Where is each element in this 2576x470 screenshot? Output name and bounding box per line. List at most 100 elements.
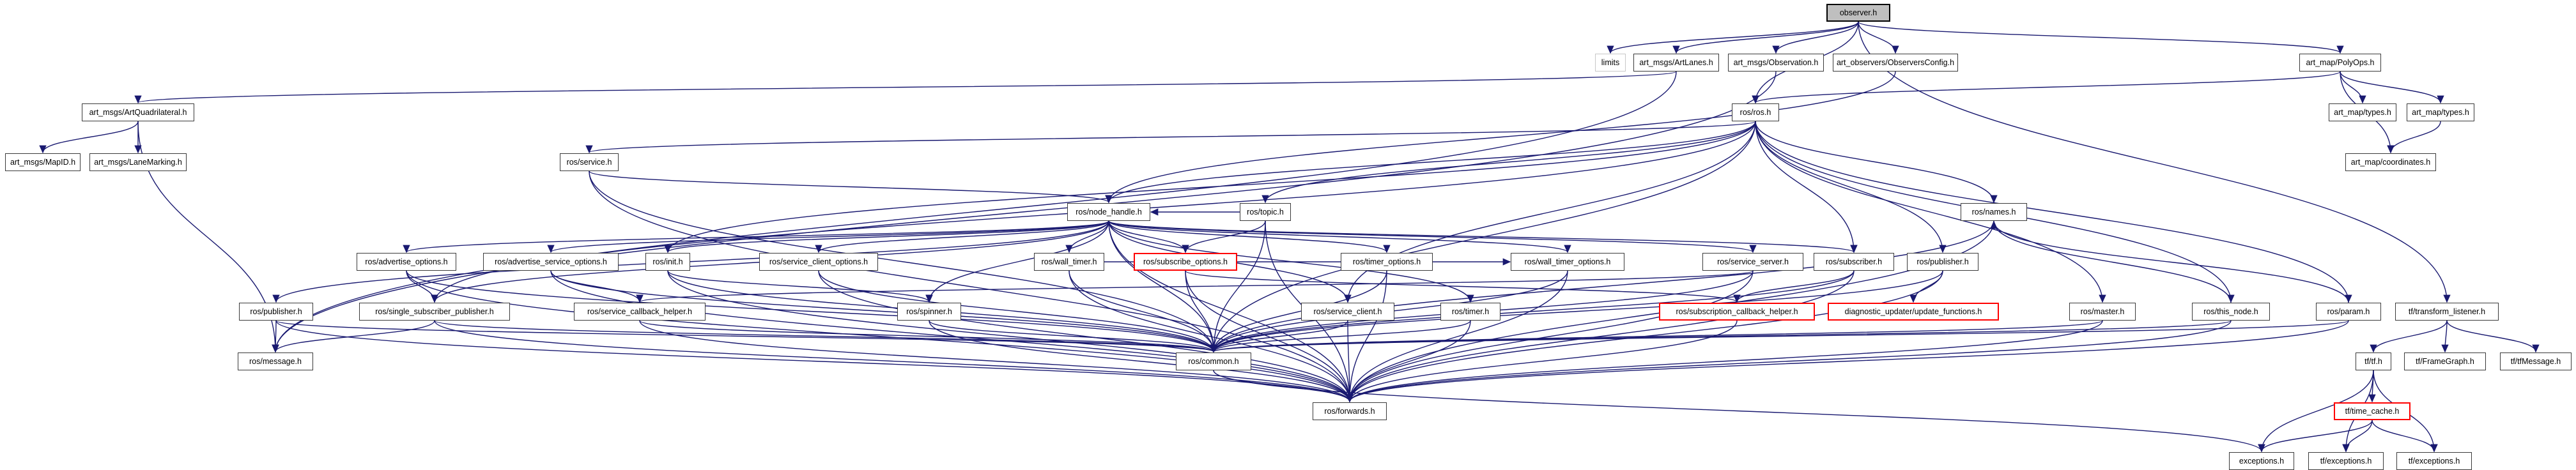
node-timer[interactable]: ros/timer.h xyxy=(1440,303,1500,321)
node-topic[interactable]: ros/topic.h xyxy=(1240,203,1291,221)
edge-time_cache-to-tf_exceptions2 xyxy=(2372,420,2438,453)
node-exceptions[interactable]: exceptions.h xyxy=(2229,452,2294,470)
node-this_node[interactable]: ros/this_node.h xyxy=(2192,303,2270,321)
node-message[interactable]: ros/message.h xyxy=(238,352,313,370)
edge-rosh-to-init xyxy=(664,121,1756,254)
edge-node_handle-to-publisher6 xyxy=(272,220,1109,303)
node-node_handle[interactable]: ros/node_handle.h xyxy=(1067,203,1150,221)
edge-node_handle-to-common xyxy=(1108,220,1217,353)
node-types1[interactable]: art_map/types.h xyxy=(2329,103,2396,121)
edge-spinner-to-common xyxy=(929,320,1217,353)
node-wall_timer_opts[interactable]: ros/wall_timer_options.h xyxy=(1511,253,1624,271)
edge-time_cache-to-tf_exceptions1 xyxy=(2342,420,2373,453)
edge-adv_opts-to-ssp xyxy=(406,270,438,303)
node-subscriber[interactable]: ros/subscriber.h xyxy=(1814,253,1894,271)
node-tf_exceptions2[interactable]: tf/exceptions.h xyxy=(2396,452,2472,470)
edge-rosh-to-master xyxy=(1755,121,2106,303)
node-sub_cb_helper[interactable]: ros/subscription_callback_helper.h xyxy=(1659,303,1815,321)
node-upd_fns[interactable]: diagnostic_updater/update_functions.h xyxy=(1828,303,1999,321)
edge-wall_timer-to-forwards xyxy=(1068,270,1354,403)
edge-common-to-exceptions xyxy=(1213,370,2265,453)
edge-publisher5-to-common xyxy=(1210,270,1943,353)
edge-srv_server-to-scb_helper xyxy=(636,270,1754,303)
node-init[interactable]: ros/init.h xyxy=(645,253,690,271)
node-tfmessage[interactable]: tf/tfMessage.h xyxy=(2500,352,2572,370)
edge-node_handle-to-srv_cli_opts xyxy=(815,220,1109,254)
edge-observer-to-polyops xyxy=(1858,21,2344,54)
edge-node_handle-to-srv_server xyxy=(1108,220,1757,254)
edge-tf_listener-to-tftf xyxy=(2370,320,2448,353)
edge-rosh-to-subscriber xyxy=(1755,121,1858,254)
node-param[interactable]: ros/param.h xyxy=(2316,303,2381,321)
node-publisher6[interactable]: ros/publisher.h xyxy=(239,303,313,321)
node-master[interactable]: ros/master.h xyxy=(2069,303,2136,321)
edge-this_node-to-common xyxy=(1210,320,2232,353)
edge-publisher5-to-upd_fns xyxy=(1909,270,1943,303)
node-rosh[interactable]: ros/ros.h xyxy=(1732,103,1779,121)
edge-publisher6-to-common xyxy=(275,320,1217,353)
node-srv_cli_opts[interactable]: ros/service_client_options.h xyxy=(759,253,878,271)
edge-ssp-to-common xyxy=(434,320,1217,353)
edge-node_handle-to-adv_opts xyxy=(403,220,1109,254)
edge-service-to-common xyxy=(589,171,1217,353)
node-timer_opts[interactable]: ros/timer_options.h xyxy=(1341,253,1433,271)
edge-service-to-forwards xyxy=(589,171,1354,403)
node-service[interactable]: ros/service.h xyxy=(560,153,619,171)
edge-types2-to-coordinates xyxy=(2387,121,2441,154)
edge-sub_cb_helper-to-forwards xyxy=(1346,320,1738,403)
edge-time_cache-to-exceptions xyxy=(2258,420,2373,453)
node-observer[interactable]: observer.h xyxy=(1826,4,1890,22)
node-srv_client[interactable]: ros/service_client.h xyxy=(1301,303,1394,321)
node-framegraph[interactable]: tf/FrameGraph.h xyxy=(2404,352,2486,370)
node-wall_timer[interactable]: ros/wall_timer.h xyxy=(1034,253,1104,271)
node-artlanes[interactable]: art_msgs/ArtLanes.h xyxy=(1633,54,1719,72)
node-lanemarking[interactable]: art_msgs/LaneMarking.h xyxy=(89,153,187,171)
node-time_cache[interactable]: tf/time_cache.h xyxy=(2334,402,2410,420)
node-common[interactable]: ros/common.h xyxy=(1176,352,1251,370)
node-srv_server[interactable]: ros/service_server.h xyxy=(1702,253,1803,271)
edge-ssp-to-forwards xyxy=(434,320,1354,403)
edge-timer_opts-to-common xyxy=(1210,270,1387,353)
edge-sub_opts-to-common xyxy=(1185,270,1217,353)
edge-artquad-to-mapid xyxy=(39,121,139,154)
edge-wall_timer-to-common xyxy=(1068,270,1217,353)
edge-observer-to-observation xyxy=(1772,21,1859,54)
node-publisher5[interactable]: ros/publisher.h xyxy=(1907,253,1978,271)
node-ssp[interactable]: ros/single_subscriber_publisher.h xyxy=(359,303,510,321)
node-tf_listener[interactable]: tf/transform_listener.h xyxy=(2395,303,2499,321)
edge-timer-to-forwards xyxy=(1346,320,1471,403)
edge-tf_listener-to-tfmessage xyxy=(2446,320,2540,353)
edge-rosh-to-param xyxy=(1755,121,2352,303)
edge-param-to-common xyxy=(1210,320,2349,353)
node-polyops[interactable]: art_map/PolyOps.h xyxy=(2299,54,2381,72)
edge-rosh-to-srv_client xyxy=(1344,121,1756,303)
edge-adv_srv_opts-to-forwards xyxy=(550,270,1354,403)
edge-rosh-to-topic xyxy=(1261,121,1756,204)
edge-srv_cli_opts-to-forwards xyxy=(818,270,1354,403)
edge-wall_timer_opts-to-forwards xyxy=(1346,270,1568,403)
node-coordinates[interactable]: art_map/coordinates.h xyxy=(2345,153,2436,171)
node-sub_opts[interactable]: ros/subscribe_options.h xyxy=(1134,253,1237,271)
node-observersconfig[interactable]: art_observers/ObserversConfig.h xyxy=(1833,54,1958,72)
edge-timer-to-common xyxy=(1210,320,1471,353)
edge-artlanes-to-artquad xyxy=(135,71,1677,104)
node-mapid[interactable]: art_msgs/MapID.h xyxy=(5,153,81,171)
node-adv_srv_opts[interactable]: ros/advertise_service_options.h xyxy=(483,253,619,271)
edge-adv_opts-to-common xyxy=(406,270,1217,353)
node-observation[interactable]: art_msgs/Observation.h xyxy=(1728,54,1824,72)
node-artquad[interactable]: art_msgs/ArtQuadrilateral.h xyxy=(82,103,194,121)
node-types2[interactable]: art_map/types.h xyxy=(2407,103,2474,121)
edge-srv_server-to-forwards xyxy=(1346,270,1754,403)
edge-node_handle-to-adv_srv_opts xyxy=(547,220,1109,254)
edge-this_node-to-forwards xyxy=(1346,320,2232,403)
node-scb_helper[interactable]: ros/service_callback_helper.h xyxy=(574,303,706,321)
node-adv_opts[interactable]: ros/advertise_options.h xyxy=(357,253,456,271)
node-tf_exceptions1[interactable]: tf/exceptions.h xyxy=(2308,452,2384,470)
node-tftf[interactable]: tf/tf.h xyxy=(2356,352,2391,370)
node-forwards[interactable]: ros/forwards.h xyxy=(1313,402,1387,420)
edge-node_handle-to-spinner xyxy=(925,220,1109,303)
edge-scb_helper-to-forwards xyxy=(639,320,1354,403)
node-names[interactable]: ros/names.h xyxy=(1961,203,2027,221)
node-spinner[interactable]: ros/spinner.h xyxy=(897,303,961,321)
